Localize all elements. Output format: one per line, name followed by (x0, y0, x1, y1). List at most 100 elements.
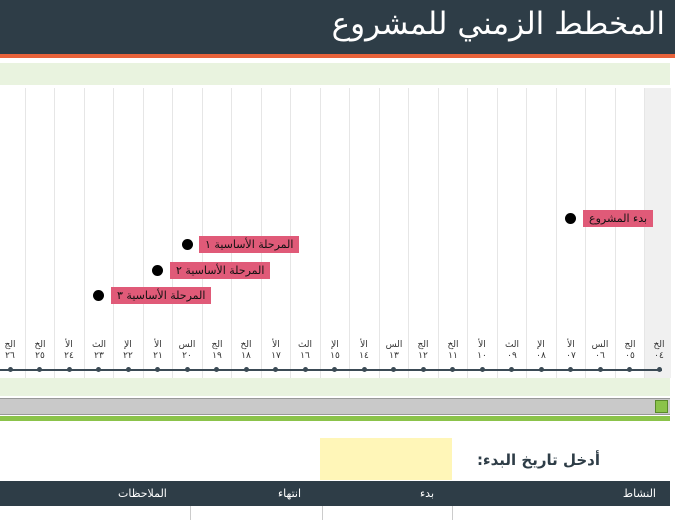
day-number-label: ٢٦ (5, 351, 15, 361)
day-number-label: ١٣ (389, 351, 399, 361)
table-cell-divider (452, 506, 453, 520)
day-column (556, 88, 587, 378)
milestone-label[interactable]: المرحلة الأساسية ١ (199, 236, 300, 253)
start-date-input[interactable] (320, 438, 452, 480)
title-accent-line (0, 54, 675, 58)
day-abbr-label: الس (178, 340, 196, 350)
day-column (172, 88, 203, 378)
timeline-top-band (0, 63, 670, 85)
day-abbr-label: الس (385, 340, 403, 350)
day-column (202, 88, 233, 378)
axis-tick (126, 367, 131, 372)
day-number-label: ١٢ (418, 351, 428, 361)
axis-tick (155, 367, 160, 372)
table-header: النشاط بدء انتهاء الملاحظات (0, 481, 670, 506)
page-title: المخطط الزمني للمشروع (331, 6, 665, 42)
axis-tick (627, 367, 632, 372)
day-column (143, 88, 174, 378)
day-abbr-label: الإ (331, 340, 339, 350)
day-number-label: ١٨ (241, 351, 251, 361)
axis-tick (480, 367, 485, 372)
timeline-axis (0, 369, 662, 371)
day-column (261, 88, 292, 378)
axis-tick (450, 367, 455, 372)
day-abbr-label: الخ (653, 340, 665, 350)
day-column (0, 88, 26, 378)
milestone-label[interactable]: المرحلة الأساسية ٣ (111, 287, 212, 304)
day-column (113, 88, 144, 378)
axis-tick (421, 367, 426, 372)
day-abbr-label: الخ (447, 340, 459, 350)
day-column (25, 88, 56, 378)
axis-tick (214, 367, 219, 372)
day-column (379, 88, 410, 378)
column-header-notes: الملاحظات (118, 487, 167, 500)
axis-tick (8, 367, 13, 372)
day-number-label: ١٤ (359, 351, 369, 361)
day-number-label: ٢١ (153, 351, 163, 361)
axis-tick (37, 367, 42, 372)
day-column (231, 88, 262, 378)
axis-tick (362, 367, 367, 372)
day-abbr-label: الج (624, 340, 636, 350)
day-abbr-label: الث (91, 340, 107, 350)
day-number-label: ١٥ (330, 351, 340, 361)
timeline-scrollbar[interactable] (0, 398, 670, 415)
axis-tick (539, 367, 544, 372)
day-number-label: ١١ (448, 351, 458, 361)
milestone-marker[interactable] (152, 265, 163, 276)
day-abbr-label: الإ (124, 340, 132, 350)
title-bar: المخطط الزمني للمشروع (0, 0, 675, 54)
day-column (408, 88, 439, 378)
day-column (438, 88, 469, 378)
day-number-label: ٠٩ (507, 351, 517, 361)
day-number-label: ٢٥ (35, 351, 45, 361)
day-abbr-label: الأ (478, 340, 486, 350)
day-number-label: ١٦ (300, 351, 310, 361)
milestone-label[interactable]: المرحلة الأساسية ٢ (170, 262, 271, 279)
start-date-label: أدخل تاريخ البدء: (476, 451, 600, 469)
table-row[interactable] (0, 506, 670, 520)
day-number-label: ٢٤ (64, 351, 74, 361)
day-abbr-label: الج (211, 340, 223, 350)
table-cell-divider (190, 506, 191, 520)
day-column (349, 88, 380, 378)
column-header-end: انتهاء (278, 487, 302, 500)
day-abbr-label: الج (4, 340, 16, 350)
axis-tick (185, 367, 190, 372)
day-abbr-label: الأ (567, 340, 575, 350)
day-column (290, 88, 321, 378)
column-header-activity: النشاط (622, 487, 656, 500)
day-number-label: ١٩ (212, 351, 222, 361)
day-abbr-label: الس (591, 340, 609, 350)
day-abbr-label: الج (417, 340, 429, 350)
axis-tick (244, 367, 249, 372)
day-number-label: ٢٠ (182, 351, 192, 361)
section-divider (0, 416, 670, 421)
timeline-chart[interactable] (0, 88, 671, 378)
day-abbr-label: الأ (154, 340, 162, 350)
day-number-label: ٠٥ (625, 351, 635, 361)
timeline-bottom-band (0, 378, 670, 396)
axis-tick (332, 367, 337, 372)
milestone-marker[interactable] (182, 239, 193, 250)
day-abbr-label: الخ (34, 340, 46, 350)
day-abbr-label: الإ (537, 340, 545, 350)
day-number-label: ٠٤ (654, 351, 664, 361)
axis-tick (96, 367, 101, 372)
day-abbr-label: الأ (65, 340, 73, 350)
day-abbr-label: الث (504, 340, 520, 350)
day-column (84, 88, 115, 378)
scroll-thumb[interactable] (655, 400, 668, 413)
milestone-marker[interactable] (565, 213, 576, 224)
day-column (615, 88, 646, 378)
axis-tick (598, 367, 603, 372)
milestone-marker[interactable] (93, 290, 104, 301)
day-abbr-label: الأ (360, 340, 368, 350)
day-number-label: ١٠ (477, 351, 487, 361)
day-abbr-label: الخ (240, 340, 252, 350)
axis-tick (67, 367, 72, 372)
milestone-label[interactable]: بدء المشروع (583, 210, 654, 227)
day-column (585, 88, 616, 378)
day-number-label: ٠٧ (566, 351, 576, 361)
